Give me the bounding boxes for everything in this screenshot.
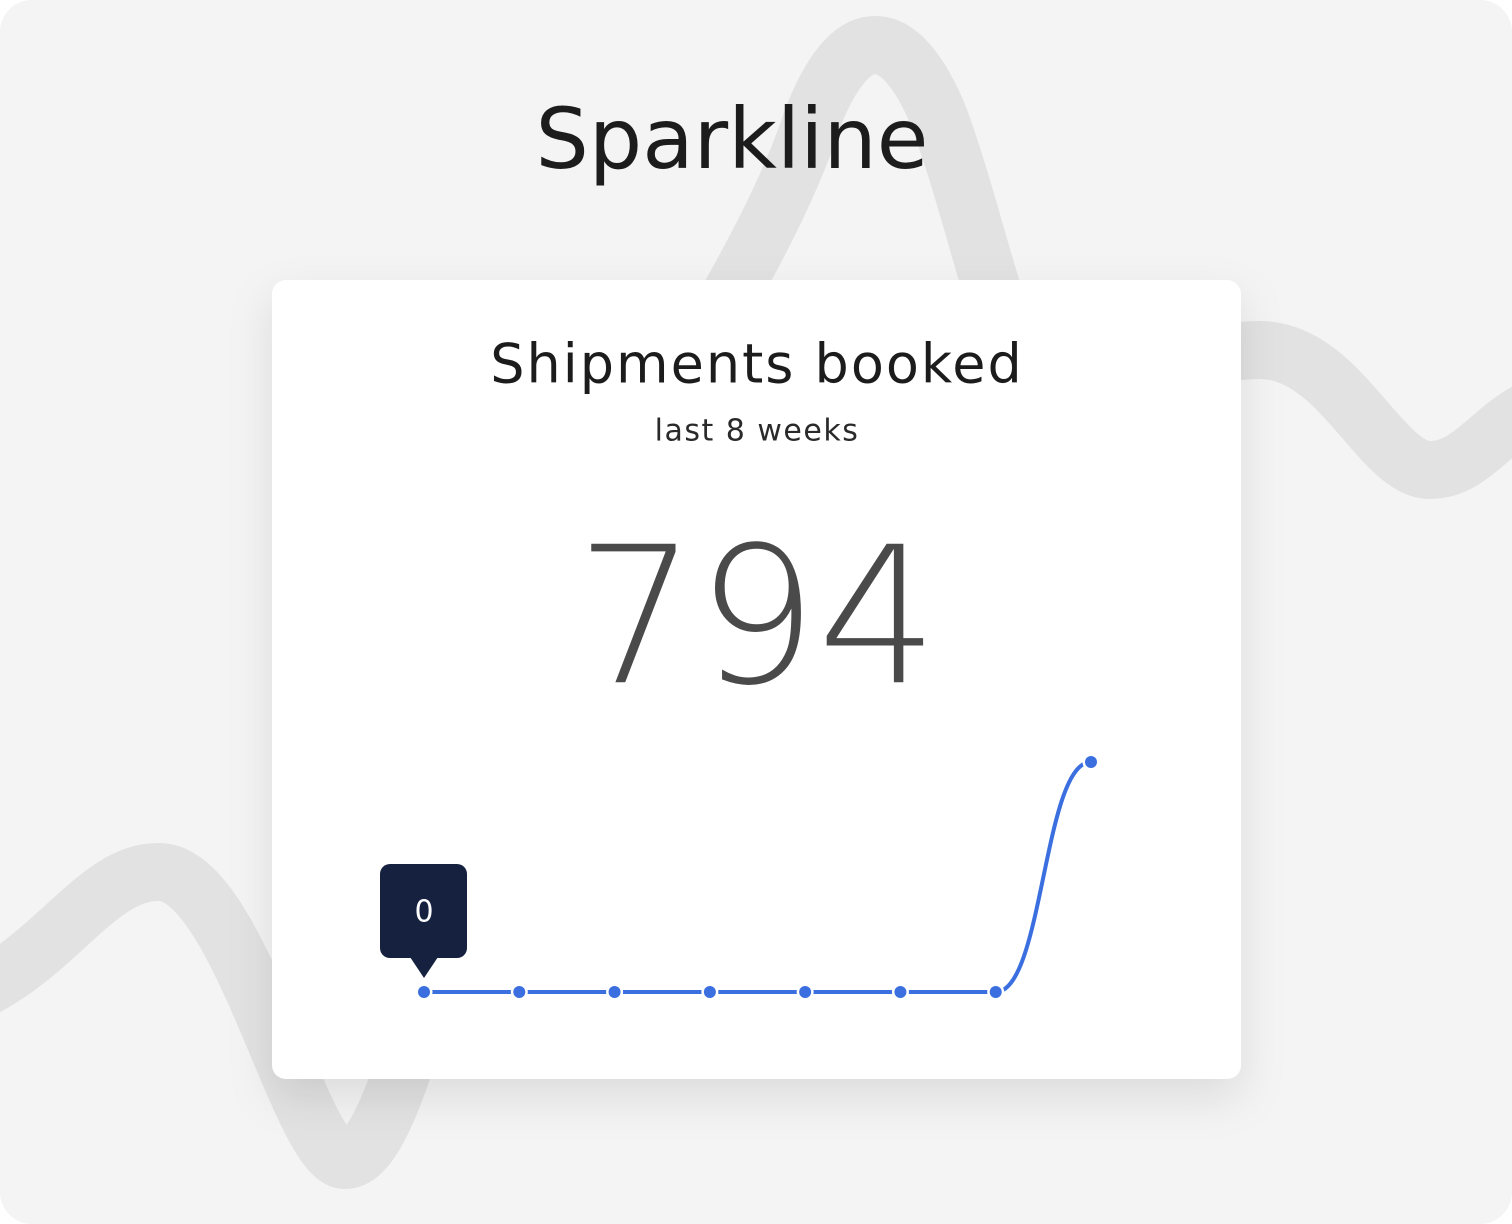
tooltip-box bbox=[380, 864, 467, 958]
point bbox=[606, 983, 624, 1001]
point bbox=[701, 983, 719, 1001]
kpi-value: 794 bbox=[576, 506, 939, 727]
sparkline: 0 bbox=[380, 753, 1100, 1001]
tooltip-pointer bbox=[410, 957, 438, 978]
card bbox=[272, 280, 1241, 1079]
page-title: Sparkline bbox=[536, 90, 929, 188]
point bbox=[1082, 753, 1100, 771]
point bbox=[415, 983, 433, 1001]
point bbox=[891, 983, 909, 1001]
point bbox=[987, 983, 1005, 1001]
tooltip-label: 0 bbox=[414, 895, 433, 930]
point bbox=[796, 983, 814, 1001]
card-subtitle: last 8 weeks bbox=[655, 414, 860, 449]
card-title: Shipments booked bbox=[490, 333, 1024, 396]
point bbox=[510, 983, 528, 1001]
